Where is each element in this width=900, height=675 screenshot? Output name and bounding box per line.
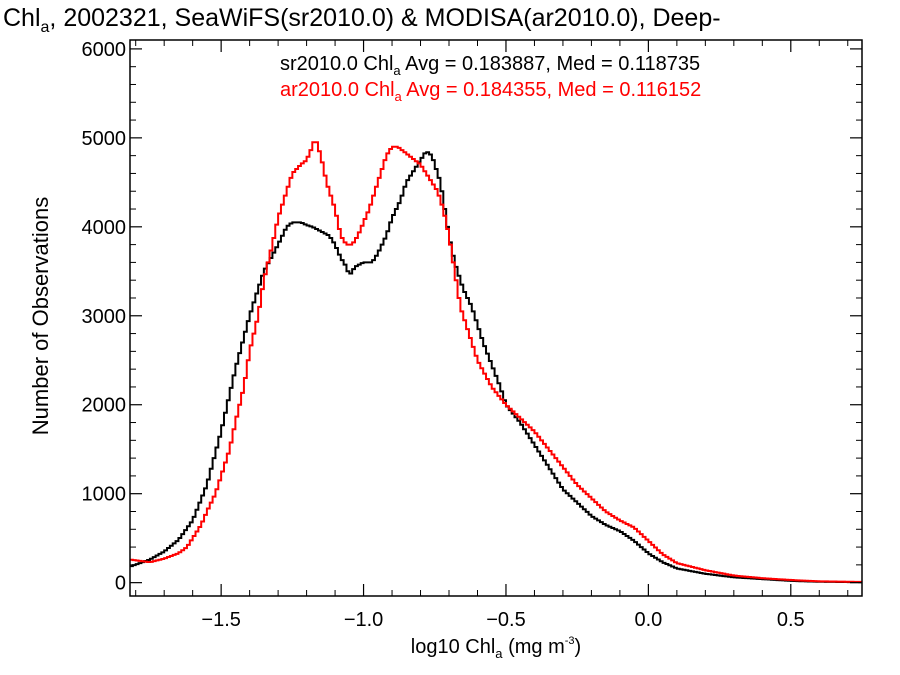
- x-axis-label-prefix: log10 Chl: [411, 636, 496, 658]
- chart-title: Chla, 2002321, SeaWiFS(sr2010.0) & MODIS…: [3, 4, 721, 36]
- y-tick-label: 0: [115, 573, 126, 595]
- x-axis-label-close: ): [575, 636, 582, 658]
- y-tick-label: 5000: [82, 128, 127, 150]
- x-axis-label-superscript: -3: [565, 635, 575, 647]
- legend-entry-sr2010-suffix: Avg = 0.183887, Med = 0.118735: [401, 53, 701, 75]
- chart-title-prefix: Chl: [3, 4, 41, 32]
- y-tick-label: 1000: [82, 484, 127, 506]
- x-axis-label-suffix: (mg m: [503, 636, 565, 658]
- legend-entry-ar2010-prefix: ar2010.0 Chl: [280, 79, 395, 101]
- y-tick-label: 3000: [82, 306, 127, 328]
- y-tick-label: 6000: [82, 39, 127, 61]
- chart-title-subscript: a: [41, 19, 50, 36]
- x-tick-label: 0.5: [777, 609, 805, 631]
- x-tick-label: −0.5: [486, 609, 525, 631]
- x-tick-label: 0.0: [634, 609, 662, 631]
- y-tick-label: 4000: [82, 217, 127, 239]
- plot-area: [130, 141, 862, 584]
- legend-entry-sr2010-subscript: a: [393, 63, 401, 78]
- x-tick-label: −1.0: [344, 609, 383, 631]
- plot-frame: [129, 39, 863, 597]
- x-tick-label: −1.5: [201, 609, 240, 631]
- chart-title-suffix: , 2002321, SeaWiFS(sr2010.0) & MODISA(ar…: [49, 4, 720, 32]
- legend-entry-sr2010: sr2010.0 Chla Avg = 0.183887, Med = 0.11…: [280, 53, 700, 78]
- y-tick-label: 2000: [82, 395, 127, 417]
- series-line-sr2010-0: [130, 151, 862, 584]
- legend-entry-sr2010-prefix: sr2010.0 Chl: [280, 53, 393, 75]
- series-line-ar2010-0: [130, 141, 862, 583]
- axes: −1.5 −1.0 −0.5 0.0 0.5 0 1000 2000 3000 4000 5000 6…: [82, 39, 863, 631]
- legend-entry-ar2010-suffix: Avg = 0.184355, Med = 0.116152: [402, 79, 702, 101]
- y-axis-label: Number of Observations: [28, 197, 53, 435]
- legend-entry-ar2010: ar2010.0 Chla Avg = 0.184355, Med = 0.11…: [280, 79, 701, 104]
- x-axis-label-subscript: a: [495, 646, 503, 661]
- legend-entry-ar2010-subscript: a: [395, 89, 403, 104]
- x-axis-label: log10 Chla (mg m-3): [411, 635, 581, 661]
